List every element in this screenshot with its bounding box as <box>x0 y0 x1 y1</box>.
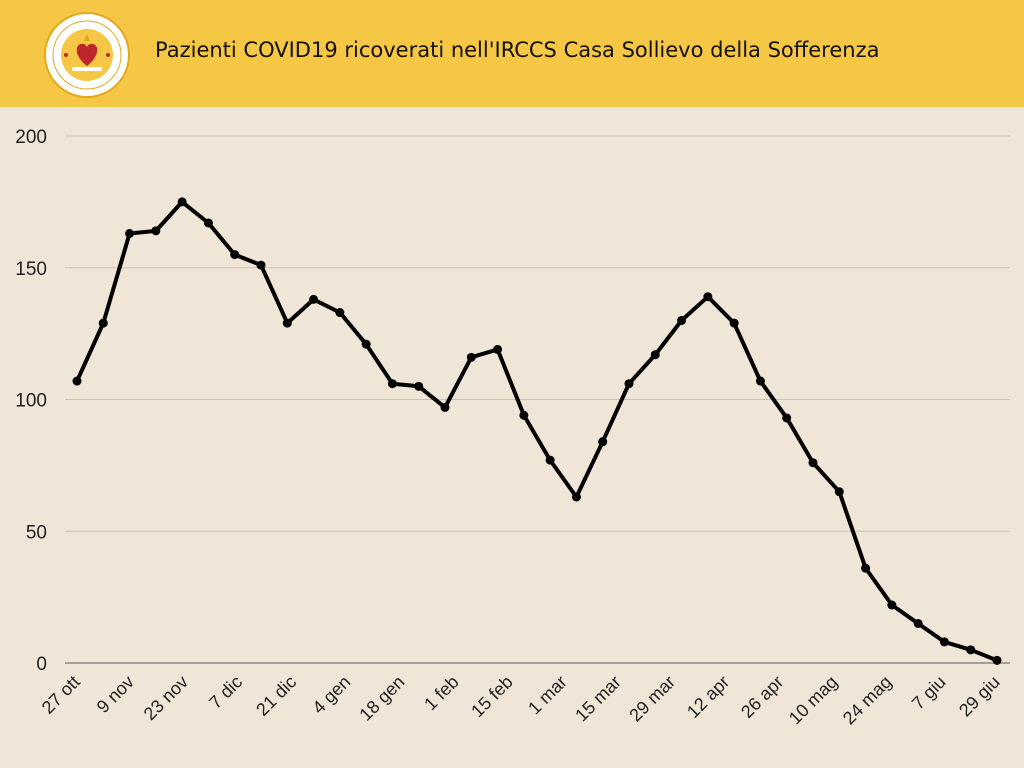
x-tick-label: 23 nov <box>140 672 192 724</box>
y-tick-label: 100 <box>15 391 47 412</box>
data-point <box>466 352 476 362</box>
data-point <box>703 292 713 302</box>
data-point <box>624 379 634 389</box>
x-tick-label: 26 apr <box>737 672 787 722</box>
data-point <box>98 318 108 328</box>
data-point <box>230 250 240 260</box>
data-point <box>913 618 923 628</box>
x-tick-label: 24 mag <box>839 672 896 729</box>
x-tick-label: 9 nov <box>93 672 138 717</box>
data-point <box>808 458 818 468</box>
data-point <box>203 218 213 228</box>
data-point <box>939 637 949 647</box>
line-chart: 0 50 100 150 200 27 ott 9 nov 23 nov 7 dic 21 di… <box>15 127 1010 729</box>
x-tick-label: 29 mar <box>625 672 679 726</box>
data-point <box>309 294 319 304</box>
series-line <box>75 199 999 663</box>
data-point <box>335 308 345 318</box>
data-point <box>755 376 765 386</box>
data-points <box>72 197 1002 665</box>
x-tick-label: 1 feb <box>420 672 462 714</box>
x-tick-label: 15 mar <box>571 672 625 726</box>
data-point <box>598 437 608 447</box>
data-point <box>545 455 555 465</box>
data-point <box>493 344 503 354</box>
data-point <box>361 339 371 349</box>
x-tick-label: 27 ott <box>38 672 84 718</box>
data-point <box>992 655 1002 665</box>
x-tick-label: 7 giu <box>908 672 950 714</box>
data-point <box>729 318 739 328</box>
grid-lines <box>65 135 1010 664</box>
x-tick-label: 12 apr <box>683 672 733 722</box>
data-point <box>571 492 581 502</box>
casa-sollievo-logo <box>44 12 130 98</box>
data-point <box>72 376 82 386</box>
y-tick-label: 200 <box>15 127 47 148</box>
y-tick-label: 50 <box>26 522 47 543</box>
data-point <box>519 410 529 420</box>
data-point <box>887 600 897 610</box>
header-banner: Pazienti COVID19 ricoverati nell'IRCCS C… <box>0 0 1024 107</box>
data-point <box>650 350 660 360</box>
data-point <box>834 487 844 497</box>
chart-title: Pazienti COVID19 ricoverati nell'IRCCS C… <box>155 38 880 62</box>
x-axis-ticks: 27 ott 9 nov 23 nov 7 dic 21 dic 4 gen 18 gen 1… <box>38 672 1004 729</box>
data-point <box>125 228 135 238</box>
data-point <box>440 402 450 412</box>
data-point <box>387 379 397 389</box>
data-point <box>782 413 792 423</box>
y-axis-ticks: 0 50 100 150 200 <box>15 127 47 675</box>
x-tick-label: 10 mag <box>785 672 842 729</box>
x-tick-label: 7 dic <box>205 672 246 713</box>
x-tick-label: 4 gen <box>308 672 354 718</box>
data-point <box>861 563 871 573</box>
data-point <box>151 226 161 236</box>
y-tick-label: 150 <box>15 259 47 280</box>
data-point <box>966 645 976 655</box>
x-tick-label: 18 gen <box>355 672 408 725</box>
data-point <box>256 260 266 270</box>
x-tick-label: 21 dic <box>252 672 300 720</box>
data-point <box>282 318 292 328</box>
x-tick-label: 29 giu <box>955 672 1004 721</box>
y-tick-label: 0 <box>36 654 47 675</box>
data-point <box>177 197 187 207</box>
x-tick-label: 1 mar <box>524 672 571 719</box>
data-point <box>414 381 424 391</box>
x-tick-label: 15 feb <box>467 672 517 722</box>
data-point <box>677 315 687 325</box>
